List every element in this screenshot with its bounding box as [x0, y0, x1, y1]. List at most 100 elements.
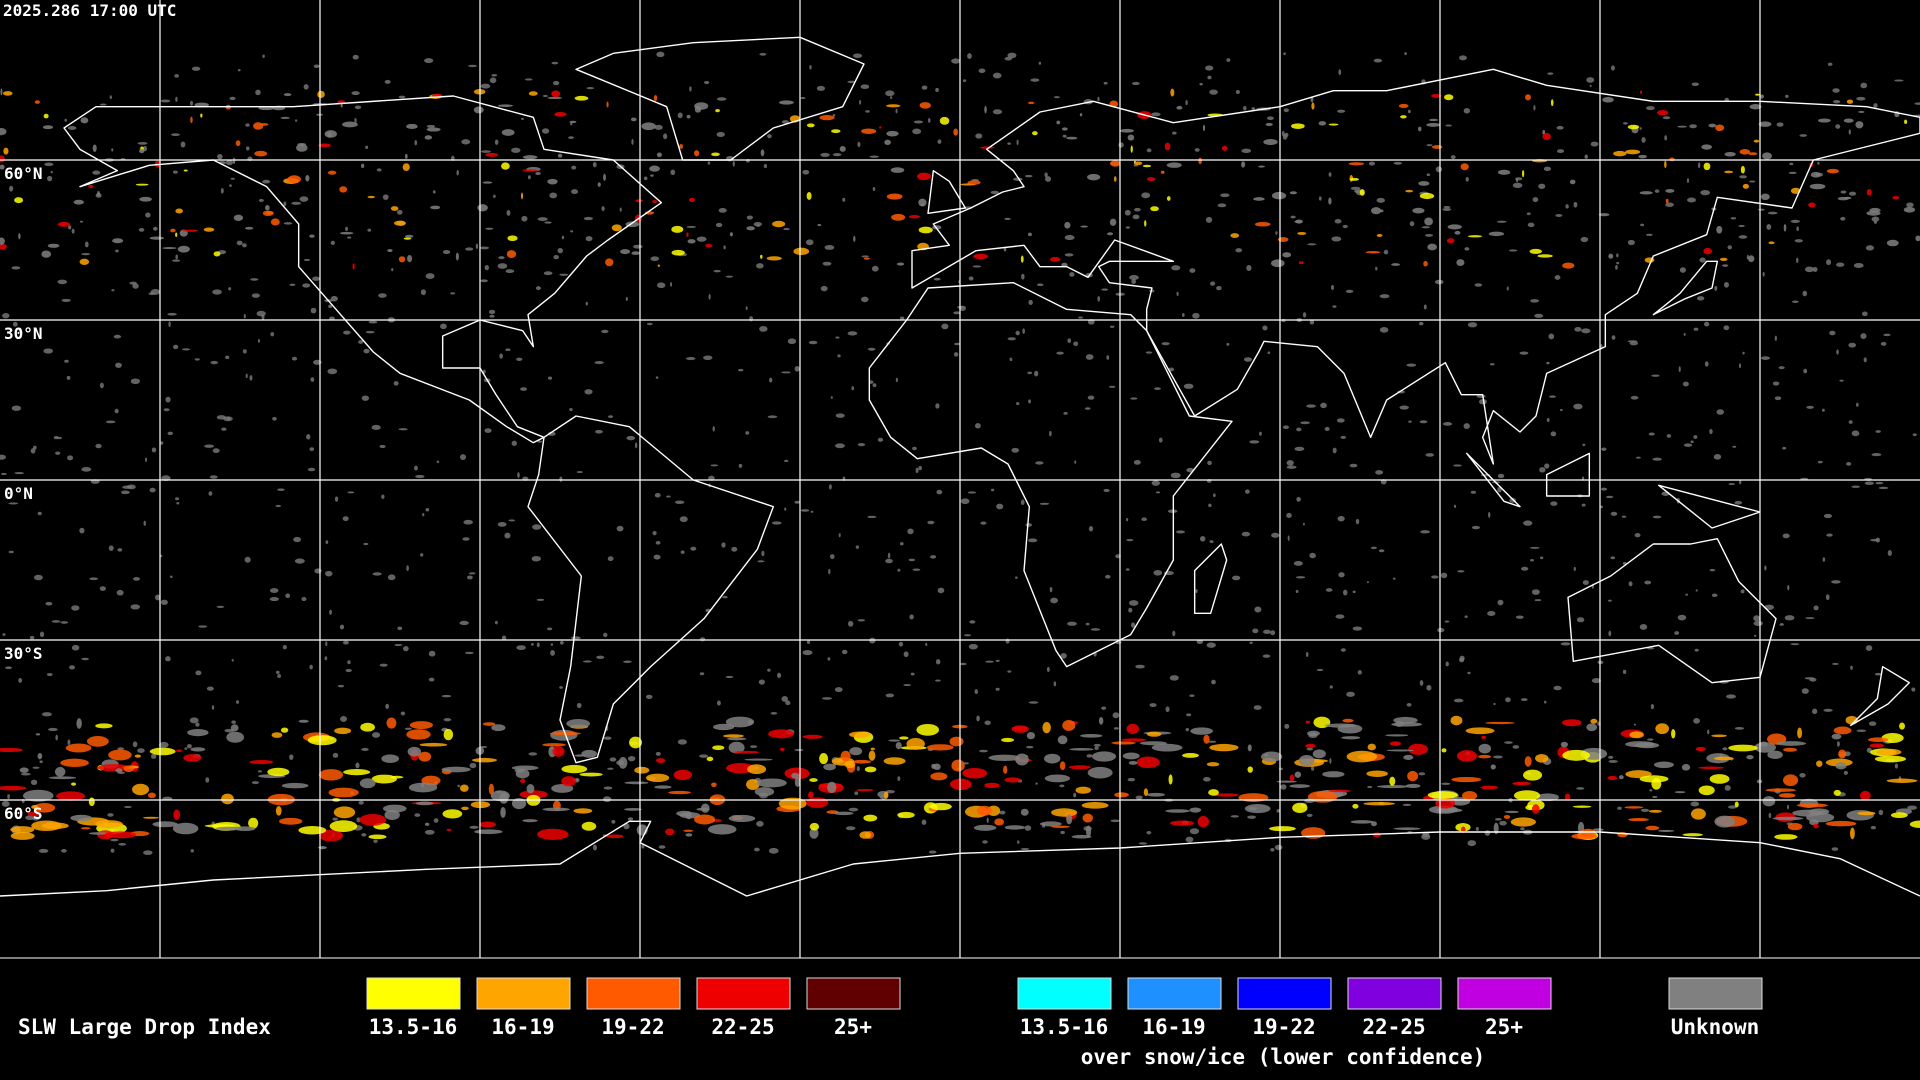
cloud-speck [1392, 577, 1396, 580]
cloud-speck [347, 491, 355, 494]
cloud-patch [806, 123, 815, 128]
cloud-speck [1727, 805, 1737, 809]
cloud-patch [1783, 747, 1798, 752]
cloud-speck [585, 301, 588, 306]
cloud-speck [535, 286, 541, 291]
cloud-patch [162, 247, 177, 250]
cloud-speck [594, 360, 604, 365]
cloud-speck [787, 338, 797, 345]
cloud-speck [992, 109, 1003, 115]
cloud-speck [1161, 342, 1170, 346]
cloud-patch [1113, 176, 1117, 182]
cloud-patch [864, 766, 877, 773]
cloud-speck [485, 227, 494, 230]
cloud-speck [415, 474, 425, 479]
cloud-speck [1911, 687, 1916, 692]
cloud-speck [1067, 338, 1072, 343]
cloud-patch [1739, 149, 1751, 155]
cloud-speck [1286, 460, 1294, 466]
cloud-patch [1825, 820, 1857, 827]
cloud-speck [1865, 245, 1875, 251]
cloud-patch [949, 778, 972, 790]
cloud-speck [570, 636, 581, 640]
cloud-speck [912, 446, 917, 451]
cloud-speck [11, 266, 21, 270]
cloud-patch [482, 181, 493, 184]
cloud-speck [1538, 183, 1546, 189]
cloud-speck [160, 599, 168, 605]
cloud-speck [899, 316, 905, 320]
cloud-speck [1753, 615, 1761, 622]
cloud-speck [79, 527, 85, 534]
cloud-patch [139, 196, 152, 202]
cloud-patch [406, 123, 418, 129]
cloud-speck [1175, 530, 1186, 534]
cloud-speck [1132, 214, 1140, 220]
cloud-speck [424, 58, 434, 64]
cloud-speck [5, 666, 12, 670]
cloud-speck [48, 727, 58, 732]
cloud-speck [834, 443, 845, 449]
cloud-speck [1254, 606, 1262, 613]
cloud-patch [1765, 788, 1796, 792]
cloud-patch [1298, 755, 1315, 767]
cloud-patch [1868, 737, 1889, 742]
cloud-speck [20, 772, 31, 776]
cloud-patch [1069, 748, 1094, 751]
cloud-patch [1783, 774, 1799, 787]
cloud-speck [1424, 234, 1434, 237]
cloud-patch [819, 114, 835, 121]
cloud-speck [959, 662, 967, 666]
cloud-speck [1634, 532, 1641, 538]
cloud-speck [1016, 139, 1019, 146]
cloud-patch [0, 785, 27, 791]
cloud-speck [1690, 440, 1694, 444]
cloud-speck [1646, 738, 1654, 741]
cloud-patch [605, 258, 614, 267]
cloud-speck [1112, 712, 1120, 719]
cloud-speck [784, 459, 789, 463]
cloud-speck [1530, 299, 1540, 303]
cloud-speck [145, 457, 148, 462]
cloud-patch [1004, 825, 1026, 830]
cloud-speck [576, 703, 582, 709]
cloud-patch [1569, 179, 1576, 185]
cloud-patch [1742, 183, 1749, 189]
cloud-speck [29, 635, 35, 640]
coastline [1545, 452, 1591, 497]
cloud-patch [1122, 752, 1140, 760]
legend-swatch [696, 977, 791, 1010]
cloud-patch [1028, 101, 1035, 105]
cloud-patch [1051, 825, 1070, 829]
cloud-speck [925, 642, 928, 647]
cloud-speck [1024, 825, 1032, 831]
cloud-speck [1059, 784, 1065, 788]
cloud-speck [1259, 431, 1262, 436]
cloud-speck [1062, 134, 1067, 138]
cloud-speck [1471, 525, 1480, 530]
cloud-speck [1073, 341, 1079, 346]
cloud-speck [707, 161, 711, 165]
cloud-speck [1245, 489, 1250, 494]
cloud-speck [105, 420, 116, 424]
cloud-speck [343, 330, 351, 335]
cloud-patch [1446, 238, 1455, 244]
cloud-speck [1553, 685, 1562, 691]
cloud-speck [2, 633, 6, 637]
cloud-speck [255, 89, 261, 96]
cloud-speck [143, 850, 153, 856]
cloud-speck [1078, 316, 1084, 319]
cloud-patch [573, 808, 593, 814]
cloud-speck [1855, 402, 1859, 407]
cloud-speck [704, 80, 710, 85]
cloud-speck [1404, 52, 1407, 56]
cloud-speck [1146, 831, 1152, 835]
cloud-speck [32, 766, 40, 769]
cloud-patch [1695, 746, 1706, 752]
cloud-patch [80, 117, 89, 124]
cloud-patch [629, 736, 642, 749]
cloud-speck [1826, 259, 1832, 266]
cloud-speck [1306, 404, 1316, 408]
cloud-speck [99, 382, 104, 389]
cloud-speck [1802, 290, 1808, 297]
